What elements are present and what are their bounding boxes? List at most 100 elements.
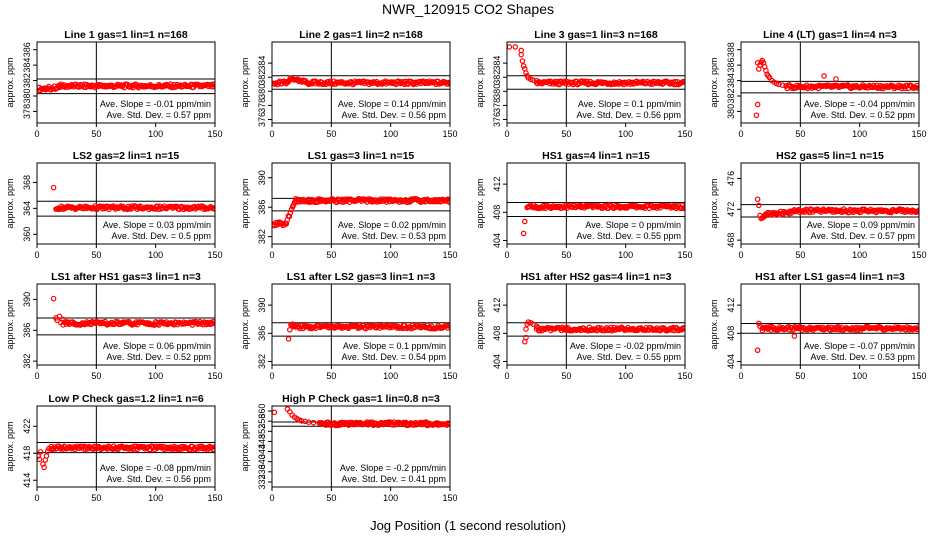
data-point (56, 313, 63, 320)
y-axis-label: approx. ppm (5, 57, 15, 107)
y-axis-label: approx. ppm (475, 299, 485, 349)
y-tick-label: 384 (257, 56, 267, 71)
x-tick-label: 0 (504, 371, 509, 381)
ave-std-label: Ave. Std. Dev. = 0.41 ppm (342, 474, 446, 484)
y-tick-label: 386 (257, 200, 267, 215)
x-tick-label: 0 (34, 250, 39, 260)
x-tick-label: 50 (326, 250, 336, 260)
x-tick-label: 0 (738, 129, 743, 139)
x-tick-label: 100 (383, 371, 398, 381)
y-tick-label: 336 (257, 464, 267, 479)
data-points (521, 319, 685, 345)
y-axis-label: approx. ppm (240, 57, 250, 107)
data-point (44, 448, 51, 455)
panel-title: Line 4 (LT) gas=1 lin=4 n=3 (763, 29, 897, 41)
ave-slope-label: Ave. Slope = 0.1 ppm/min (343, 341, 446, 351)
plot-frame (271, 41, 451, 124)
data-point (791, 333, 798, 339)
y-axis-label: approx. ppm (240, 178, 250, 228)
data-point (446, 199, 450, 205)
data-point (211, 319, 215, 325)
x-tick-label: 100 (383, 129, 398, 139)
panel-title: HS1 after HS2 gas=4 lin=1 n=3 (521, 271, 672, 283)
y-tick-label: 376 (492, 112, 502, 127)
x-tick-label: 150 (911, 129, 926, 139)
data-point (767, 323, 773, 330)
ave-slope-label: Ave. Slope = -0.2 ppm/min (340, 463, 446, 473)
panel: LS1 gas=3 lin=1 n=15 0 50 100 150 382 386 390 ap… (240, 150, 458, 260)
ave-slope-label: Ave. Slope = -0.04 ppm/min (804, 99, 915, 109)
x-tick-label: 50 (326, 493, 336, 503)
data-point (288, 206, 295, 213)
plot-frame (740, 162, 920, 245)
x-tick-label: 100 (148, 493, 163, 503)
data-point (523, 70, 529, 76)
data-point (754, 347, 761, 354)
panel: HS1 after HS2 gas=4 lin=1 n=3 0 50 100 150 40… (475, 271, 693, 381)
panel-title: Line 2 gas=1 lin=2 n=168 (299, 29, 423, 41)
y-tick-label: 364 (22, 201, 32, 216)
plot-frame (740, 41, 920, 124)
plot-frame (271, 283, 451, 366)
y-tick-label: 414 (22, 473, 32, 488)
y-tick-label: 404 (492, 233, 502, 248)
data-point (50, 295, 57, 302)
data-point (821, 73, 827, 79)
panel-title: HS2 gas=5 lin=1 n=15 (776, 150, 884, 162)
y-tick-label: 380 (22, 88, 32, 103)
data-point (41, 464, 47, 471)
y-tick-label: 356 (257, 414, 267, 429)
data-point (753, 112, 760, 119)
y-axis-label: approx. ppm (709, 299, 719, 349)
x-tick-label: 100 (148, 129, 163, 139)
x-tick-label: 150 (911, 250, 926, 260)
x-tick-label: 0 (738, 250, 743, 260)
data-point (118, 203, 124, 209)
data-point (527, 76, 534, 83)
plot-frame (506, 162, 686, 245)
data-point (310, 419, 317, 426)
y-tick-label: 378 (22, 104, 32, 119)
x-tick-label: 150 (911, 371, 926, 381)
data-points (272, 406, 450, 429)
plot-frame (271, 162, 451, 245)
data-point (37, 449, 44, 455)
panel: High P Check gas=1 lin=0.8 n=3 0 50 100 150 3… (240, 393, 458, 503)
data-point (553, 203, 560, 210)
y-tick-label: 378 (257, 98, 267, 113)
y-tick-label: 384 (492, 56, 502, 71)
x-tick-label: 150 (677, 371, 692, 381)
ave-std-label: Ave. Std. Dev. = 0.54 ppm (342, 352, 446, 362)
panel: Low P Check gas=1.2 lin=1 n=6 0 50 100 150 41… (5, 393, 223, 503)
y-tick-label: 412 (726, 298, 736, 313)
y-tick-label: 360 (257, 404, 267, 419)
panel-title: LS1 after HS1 gas=3 lin=1 n=3 (51, 271, 201, 283)
x-tick-label: 150 (442, 371, 457, 381)
data-points (285, 321, 450, 342)
ave-std-label: Ave. Std. Dev. = 0.57 ppm (811, 231, 915, 241)
data-point (210, 81, 215, 88)
data-point (405, 199, 411, 206)
panel: LS1 after LS2 gas=3 lin=1 n=3 0 50 100 150 38… (240, 271, 458, 381)
data-point (211, 83, 215, 90)
x-axis-title: Jog Position (1 second resolution) (370, 518, 566, 533)
data-points (754, 196, 919, 222)
x-tick-label: 50 (561, 129, 571, 139)
data-points (272, 75, 450, 88)
y-tick-label: 376 (257, 112, 267, 127)
y-tick-label: 380 (492, 84, 502, 99)
data-point (285, 336, 292, 342)
data-point (523, 326, 529, 332)
y-axis-label: approx. ppm (709, 57, 719, 107)
x-tick-label: 100 (852, 371, 867, 381)
x-tick-label: 100 (852, 250, 867, 260)
y-tick-label: 382 (257, 70, 267, 85)
data-point (287, 210, 294, 216)
ave-std-label: Ave. Std. Dev. = 0.53 ppm (811, 352, 915, 362)
x-tick-label: 0 (269, 250, 274, 260)
data-point (755, 320, 762, 327)
y-axis-label: approx. ppm (475, 57, 485, 107)
y-tick-label: 382 (726, 88, 736, 103)
data-points (37, 443, 215, 471)
plot-frame (36, 41, 216, 124)
